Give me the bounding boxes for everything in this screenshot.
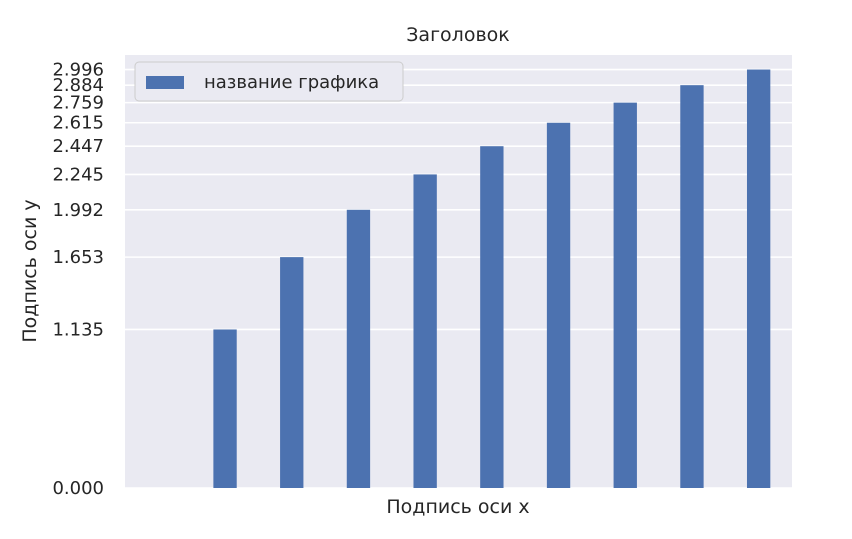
bar [480,146,504,488]
bar [280,257,304,488]
chart-title: Заголовок [406,24,510,46]
bar [680,85,704,489]
y-tick-label: 2.884 [52,75,104,96]
y-tick-label: 2.615 [52,113,104,134]
bars [213,69,771,489]
y-tick-label: 1.653 [52,247,104,268]
legend-label: название графика [204,72,379,93]
y-tick-label: 0.000 [52,478,104,499]
bar [413,174,437,488]
bar [546,122,571,489]
bar [346,209,371,488]
y-tick-label: 2.759 [52,93,104,114]
bar [613,102,637,488]
y-axis-label: Подпись оси y [19,199,41,342]
legend-box [134,61,404,102]
y-tick-label: 1.992 [52,200,104,221]
y-tick-label: 2.245 [52,164,104,185]
y-tick-label: 2.996 [52,60,104,81]
legend: название графика [134,61,404,102]
y-tick-label: 1.135 [52,319,104,340]
bar [746,69,771,488]
x-axis-label: Подпись оси x [386,496,529,518]
legend-swatch [146,76,184,89]
bar [213,329,237,488]
y-tick-labels: 0.000 1.135 1.653 1.992 2.245 2.4472.6152.759… [52,60,104,499]
y-tick-label: 2.447 [52,136,104,157]
